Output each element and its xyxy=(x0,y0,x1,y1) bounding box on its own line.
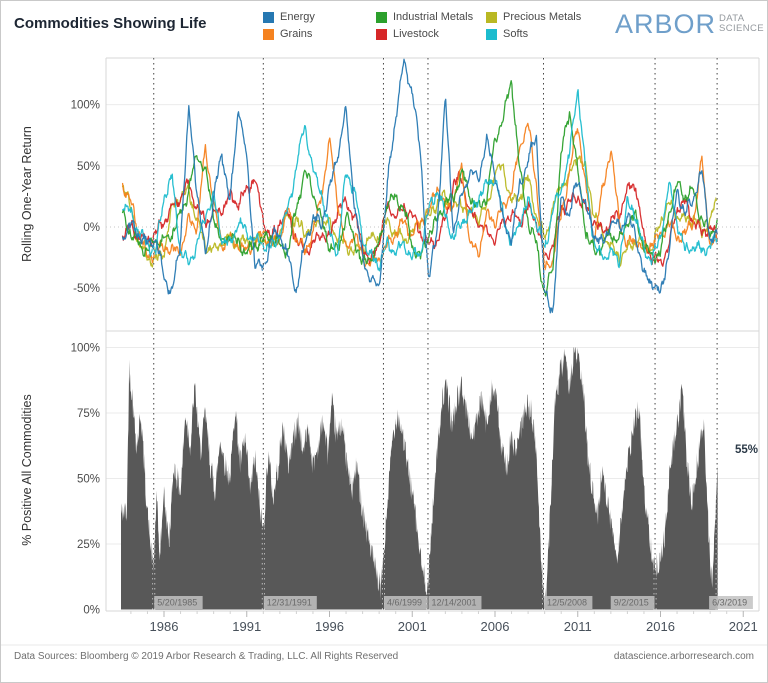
series-line-softs[interactable] xyxy=(121,89,718,272)
event-date-chip xyxy=(263,596,317,609)
legend-swatch xyxy=(376,11,387,23)
x-axis-year-label: 2016 xyxy=(646,619,675,634)
event-date-label: 4/6/1999 xyxy=(387,598,422,608)
x-axis-year-label: 2001 xyxy=(398,619,427,634)
y-axis-tick-bottom: 0% xyxy=(83,605,100,617)
event-date-chip xyxy=(709,596,753,609)
event-date-chip xyxy=(383,596,428,609)
legend-item-label: Energy xyxy=(280,11,315,23)
legend-item-label: Industrial Metals xyxy=(393,11,474,23)
y-axis-tick-bottom: 75% xyxy=(77,408,100,420)
legend-swatch xyxy=(376,28,387,40)
legend-item-softs[interactable]: Softs xyxy=(486,28,528,40)
event-date-label: 12/31/1991 xyxy=(267,598,312,608)
footer-credits: Data Sources: Bloomberg © 2019 Arbor Res… xyxy=(14,651,399,662)
event-date-chip xyxy=(543,596,593,609)
legend-item-label: Softs xyxy=(503,28,529,40)
y-axis-tick-top: 50% xyxy=(77,161,100,173)
event-date-chip xyxy=(154,596,203,609)
logo-sub-top: DATA xyxy=(718,13,745,24)
x-axis-year-label: 1986 xyxy=(150,619,179,634)
event-date-chip xyxy=(428,596,482,609)
legend-swatch xyxy=(263,28,274,40)
x-axis-year-label: 2006 xyxy=(481,619,510,634)
logo-subtitle: DATA SCIENCE xyxy=(719,14,764,34)
y-axis-tick-top: 100% xyxy=(71,100,100,112)
legend-item-label: Grains xyxy=(280,28,313,40)
legend-item-label: Livestock xyxy=(393,28,439,40)
legend-item-livestock[interactable]: Livestock xyxy=(376,28,439,40)
series-line-livestock[interactable] xyxy=(121,170,718,267)
series-line-energy[interactable] xyxy=(121,58,718,314)
line-series-group xyxy=(121,58,718,314)
chart-title: Commodities Showing Life xyxy=(14,15,207,32)
legend-swatch xyxy=(486,11,497,23)
legend: Energy Grains Industrial Metals Livestock Pr… xyxy=(1,1,767,51)
series-line-industrial-metals[interactable] xyxy=(121,80,718,297)
event-date-label: 12/5/2008 xyxy=(547,598,587,608)
y-axis-tick-top: -50% xyxy=(73,283,100,295)
legend-item-grains[interactable]: Grains xyxy=(263,28,312,40)
event-date-label: 9/2/2015 xyxy=(614,598,649,608)
y-axis-title-top: Rolling One-Year Return xyxy=(20,126,34,262)
footer-link[interactable]: datascience.arborresearch.com xyxy=(613,651,754,662)
legend-swatch xyxy=(263,11,274,23)
logo-brand-text: ARBOR xyxy=(614,9,716,39)
event-date-label: 5/20/1985 xyxy=(157,598,197,608)
event-date-label: 6/3/2019 xyxy=(712,598,747,608)
legend-item-energy[interactable]: Energy xyxy=(263,11,315,23)
logo-sub-bottom: SCIENCE xyxy=(718,23,764,34)
y-axis-tick-bottom: 100% xyxy=(71,343,100,355)
y-axis-title-bottom: % Positive All Commodities xyxy=(20,394,34,545)
event-date-label: 12/14/2001 xyxy=(431,598,476,608)
legend-item-industrial-metals[interactable]: Industrial Metals xyxy=(376,11,473,23)
series-line-precious-metals[interactable] xyxy=(121,155,718,268)
legend-swatch xyxy=(486,28,497,40)
x-axis-year-label: 2011 xyxy=(564,619,592,634)
x-axis-year-label: 1991 xyxy=(232,619,261,634)
arbor-logo: ARBOR DATA SCIENCE xyxy=(614,9,764,39)
y-axis-tick-bottom: 25% xyxy=(77,539,100,551)
legend-item-precious-metals[interactable]: Precious Metals xyxy=(486,11,581,23)
y-axis-tick-top: 0% xyxy=(83,222,100,234)
bars-percent-positive[interactable] xyxy=(121,347,718,610)
legend-item-label: Precious Metals xyxy=(503,11,582,23)
x-axis-year-label: 1996 xyxy=(315,619,344,634)
event-date-chip xyxy=(610,596,655,609)
x-axis-year-label: 2021 xyxy=(729,619,758,634)
last-value-annotation: 55% xyxy=(735,444,758,456)
y-axis-tick-bottom: 50% xyxy=(77,474,100,486)
